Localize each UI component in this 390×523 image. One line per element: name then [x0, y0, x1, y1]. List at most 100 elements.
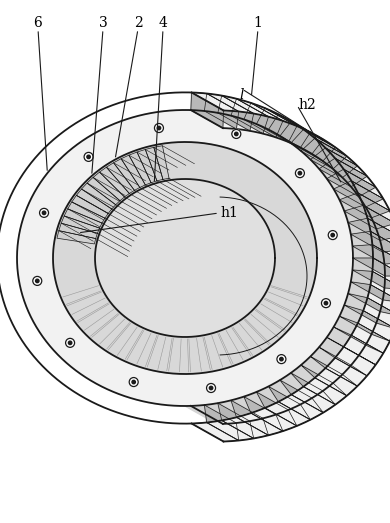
Polygon shape — [68, 202, 105, 223]
Polygon shape — [367, 218, 390, 249]
Polygon shape — [339, 316, 390, 341]
Polygon shape — [333, 181, 383, 207]
Text: 2: 2 — [134, 16, 142, 30]
Polygon shape — [291, 373, 335, 405]
Text: 3: 3 — [99, 16, 107, 30]
Circle shape — [209, 386, 213, 390]
Circle shape — [84, 152, 93, 162]
Polygon shape — [191, 93, 239, 111]
Circle shape — [232, 130, 241, 139]
Polygon shape — [17, 110, 353, 406]
Polygon shape — [236, 99, 283, 121]
Polygon shape — [76, 189, 112, 213]
Polygon shape — [106, 163, 135, 194]
Circle shape — [132, 380, 135, 384]
Polygon shape — [315, 138, 357, 166]
Polygon shape — [358, 193, 390, 223]
Polygon shape — [303, 129, 347, 156]
Circle shape — [321, 299, 330, 308]
Polygon shape — [191, 93, 223, 128]
Circle shape — [298, 172, 301, 175]
Circle shape — [235, 132, 238, 135]
Polygon shape — [278, 114, 323, 140]
Polygon shape — [64, 209, 102, 228]
Polygon shape — [353, 245, 390, 264]
Polygon shape — [185, 110, 385, 424]
Polygon shape — [137, 150, 157, 183]
Circle shape — [154, 123, 163, 132]
Polygon shape — [335, 158, 376, 187]
Circle shape — [66, 338, 74, 347]
Circle shape — [324, 301, 328, 305]
Circle shape — [280, 357, 283, 361]
Text: 1: 1 — [254, 16, 262, 30]
Polygon shape — [222, 96, 268, 117]
Polygon shape — [325, 358, 367, 386]
Polygon shape — [370, 231, 390, 263]
Polygon shape — [87, 177, 120, 204]
Polygon shape — [154, 146, 169, 179]
Text: l: l — [240, 88, 244, 102]
Polygon shape — [367, 285, 390, 316]
Polygon shape — [327, 169, 376, 197]
Circle shape — [87, 155, 90, 158]
Polygon shape — [348, 293, 390, 316]
Text: 6: 6 — [34, 16, 43, 30]
Polygon shape — [335, 347, 376, 376]
Polygon shape — [310, 148, 357, 178]
Polygon shape — [59, 223, 98, 238]
Polygon shape — [207, 94, 254, 113]
Polygon shape — [204, 405, 239, 440]
Polygon shape — [303, 378, 347, 405]
Polygon shape — [344, 335, 383, 365]
Polygon shape — [256, 108, 297, 142]
Circle shape — [207, 383, 216, 392]
Polygon shape — [372, 245, 390, 276]
Polygon shape — [268, 386, 310, 420]
Polygon shape — [191, 423, 239, 441]
Text: h2: h2 — [298, 98, 316, 112]
Polygon shape — [310, 356, 357, 386]
Text: 4: 4 — [159, 16, 167, 30]
Polygon shape — [339, 193, 390, 218]
Polygon shape — [95, 179, 275, 337]
Polygon shape — [372, 258, 390, 289]
Polygon shape — [319, 158, 367, 187]
Polygon shape — [129, 152, 151, 185]
Polygon shape — [280, 380, 323, 413]
Circle shape — [43, 211, 46, 214]
Polygon shape — [301, 365, 347, 396]
Polygon shape — [95, 179, 275, 337]
Circle shape — [328, 231, 337, 240]
Polygon shape — [251, 103, 297, 126]
Circle shape — [331, 233, 335, 237]
Polygon shape — [145, 147, 163, 181]
Polygon shape — [363, 298, 390, 328]
Polygon shape — [204, 94, 239, 129]
Polygon shape — [218, 96, 254, 131]
Polygon shape — [99, 167, 129, 197]
Polygon shape — [72, 196, 108, 218]
Polygon shape — [351, 181, 390, 211]
Polygon shape — [333, 327, 383, 353]
Polygon shape — [218, 403, 254, 438]
Polygon shape — [319, 347, 367, 376]
Polygon shape — [370, 271, 390, 303]
Polygon shape — [291, 129, 335, 161]
Polygon shape — [61, 216, 99, 233]
Polygon shape — [358, 311, 390, 341]
Circle shape — [39, 208, 48, 218]
Polygon shape — [363, 206, 390, 236]
Polygon shape — [95, 179, 275, 337]
Polygon shape — [325, 148, 367, 176]
Polygon shape — [344, 169, 383, 199]
Polygon shape — [121, 155, 145, 187]
Polygon shape — [244, 103, 283, 138]
Polygon shape — [344, 305, 390, 328]
Polygon shape — [82, 183, 116, 209]
Polygon shape — [93, 172, 124, 201]
Polygon shape — [351, 323, 390, 353]
Polygon shape — [244, 396, 283, 431]
Polygon shape — [268, 114, 310, 147]
Circle shape — [277, 355, 286, 363]
